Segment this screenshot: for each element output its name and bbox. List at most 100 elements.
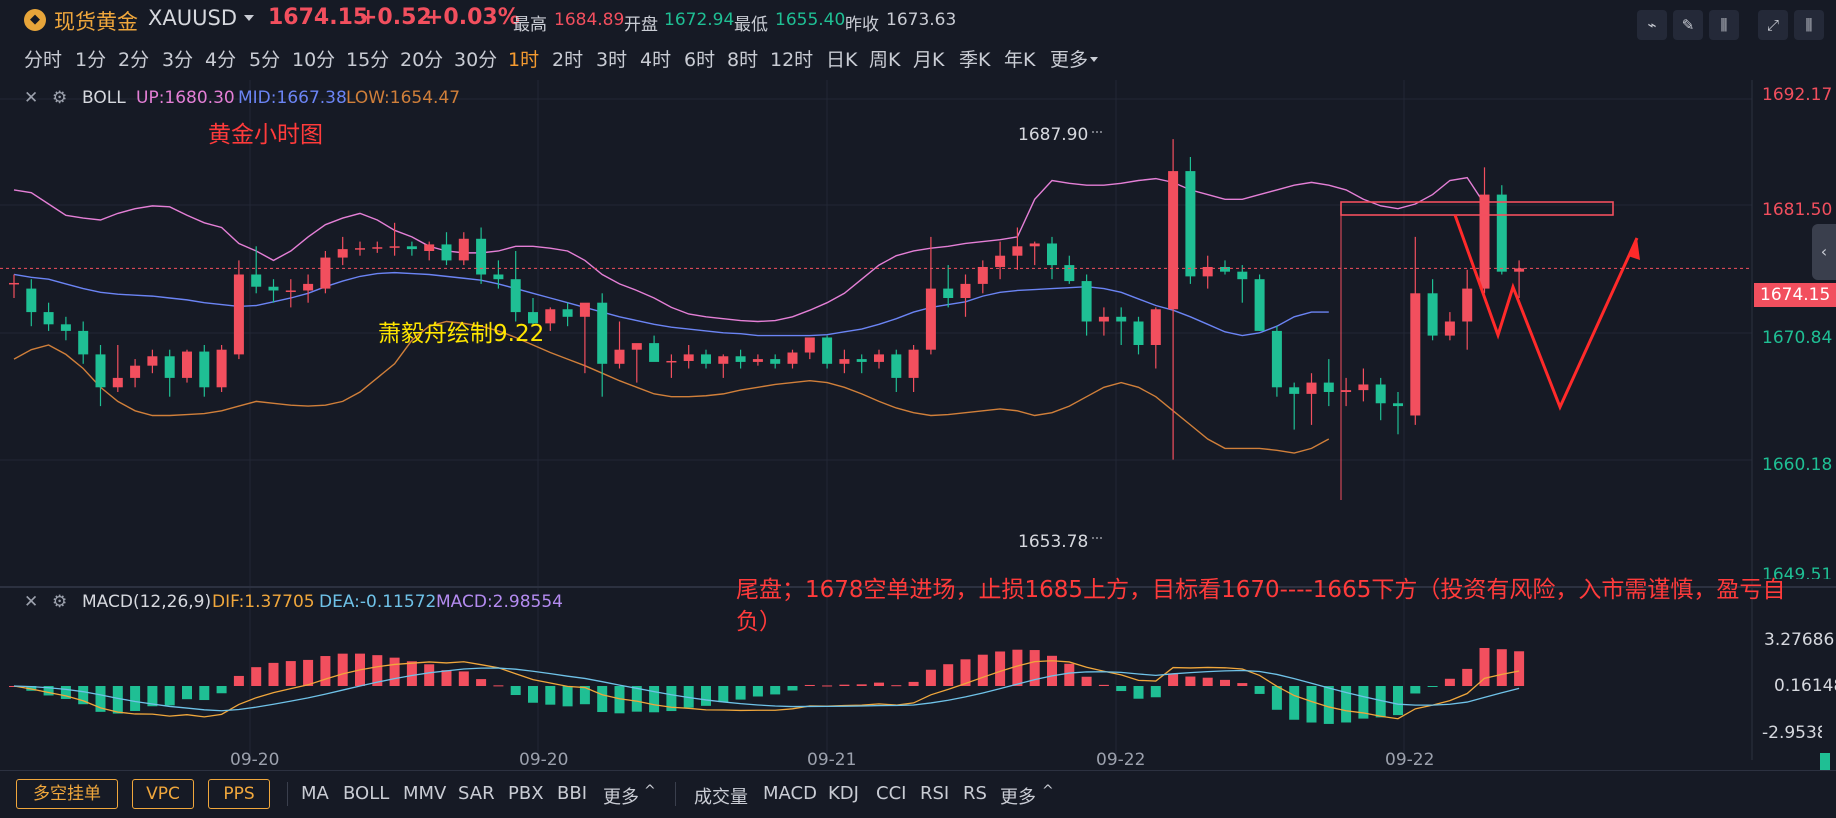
symbol-name[interactable]: 现货黄金 — [54, 10, 138, 34]
candle-body — [1081, 281, 1092, 322]
candle-body — [1098, 316, 1109, 322]
tab-timeframe-more[interactable]: 更多 — [1050, 49, 1089, 71]
indicator-tab-more[interactable]: 更多 — [603, 787, 639, 808]
macd-histogram-bar — [528, 686, 538, 703]
chart-settings-icon[interactable]: ⌁ — [1637, 10, 1667, 40]
macd-histogram-bar — [112, 686, 123, 714]
boll-name: BOLL — [82, 88, 126, 108]
macd-histogram-bar — [545, 686, 556, 705]
macd-histogram-bar — [320, 656, 331, 686]
candle-style-icon[interactable]: ⫼ — [1794, 10, 1824, 40]
gold-logo-icon: ◆ — [24, 9, 46, 31]
tab-timeframe[interactable]: 分时 — [24, 49, 63, 71]
tab-timeframe[interactable]: 30分 — [454, 49, 498, 71]
tab-timeframe[interactable]: 6时 — [684, 49, 716, 71]
tab-timeframe[interactable]: 季K — [959, 49, 991, 71]
candle-body — [43, 312, 54, 325]
tab-timeframe[interactable]: 20分 — [400, 49, 444, 71]
tab-timeframe-active[interactable]: 1时 — [508, 49, 540, 71]
macd-histogram-bar — [856, 684, 867, 686]
tab-timeframe[interactable]: 15分 — [346, 49, 390, 71]
annotation-author: 萧毅舟绘制9.22 — [378, 321, 545, 347]
tab-timeframe[interactable]: 4时 — [640, 49, 672, 71]
indicator-tab-rsi[interactable]: RSI — [920, 783, 950, 804]
chevron-up-icon[interactable]: ^ — [644, 783, 656, 799]
indicator-tab-macd[interactable]: MACD — [763, 783, 817, 804]
indicator-tab-more[interactable]: 更多 — [1000, 787, 1036, 808]
macd-histogram-bar — [1081, 676, 1092, 686]
gear-icon[interactable]: ⚙ — [52, 88, 68, 108]
gear-icon[interactable]: ⚙ — [52, 592, 68, 612]
tab-timeframe[interactable]: 5分 — [249, 49, 281, 71]
tab-timeframe[interactable]: 4分 — [205, 49, 237, 71]
candle-body — [112, 377, 123, 388]
draw-icon[interactable]: ✎ — [1673, 10, 1703, 40]
close-icon[interactable]: ✕ — [24, 88, 39, 108]
indicator-tab-boll[interactable]: BOLL — [343, 783, 390, 804]
tab-timeframe[interactable]: 3分 — [162, 49, 194, 71]
candle-type-icon[interactable]: ⫼ — [1709, 10, 1739, 40]
candle-body — [631, 343, 642, 350]
candle-body — [285, 290, 296, 292]
chevron-up-icon[interactable]: ^ — [1042, 783, 1054, 799]
boll-mid-value: MID:1667.38 — [238, 88, 347, 108]
last-price: 1674.15 — [268, 5, 369, 30]
tab-timeframe[interactable]: 2分 — [118, 49, 150, 71]
candle-body — [493, 274, 504, 280]
chart-canvas[interactable] — [0, 80, 1836, 817]
x-axis-label: 09-22 — [1096, 750, 1146, 770]
indicator-tab-sar[interactable]: SAR — [458, 783, 495, 804]
indicator-tab-pbx[interactable]: PBX — [508, 783, 544, 804]
tab-timeframe[interactable]: 3时 — [596, 49, 628, 71]
macd-histogram-bar — [787, 686, 798, 691]
tab-timeframe[interactable]: 1分 — [75, 49, 107, 71]
candle-body — [372, 247, 383, 249]
indicator-tab-ma[interactable]: MA — [301, 783, 329, 804]
candle-body — [199, 351, 210, 388]
tab-timeframe[interactable]: 8时 — [727, 49, 759, 71]
chart-grid — [0, 80, 1752, 760]
macd-histogram-bar — [424, 664, 435, 686]
candle-body — [995, 255, 1006, 267]
tab-timeframe[interactable]: 周K — [869, 49, 901, 71]
macd-histogram-bar — [718, 686, 729, 703]
macd-histogram-bar — [995, 651, 1006, 686]
chevron-down-icon[interactable] — [1090, 57, 1098, 62]
macd-histogram-bar — [597, 686, 608, 713]
indicator-tab-rs[interactable]: RS — [963, 783, 987, 804]
macd-histogram-bar — [303, 659, 314, 686]
macd-histogram-bar — [1237, 683, 1248, 686]
candle-body — [1462, 288, 1473, 322]
indicator-tab-mmv[interactable]: MMV — [403, 783, 447, 804]
candle-body — [718, 356, 729, 364]
macd-histogram-bar — [251, 667, 262, 686]
symbol-code[interactable]: XAUUSD — [148, 6, 237, 30]
chevron-down-icon[interactable] — [244, 15, 254, 21]
candle-body — [891, 354, 902, 378]
tab-timeframe[interactable]: 月K — [913, 49, 945, 71]
stat-label-low: 最低 — [734, 15, 768, 35]
candle-body — [1150, 309, 1161, 345]
collapse-panel-icon[interactable]: ‹ — [1812, 224, 1836, 280]
long-short-order-button[interactable]: 多空挂单 — [16, 779, 118, 809]
tab-timeframe[interactable]: 日K — [826, 49, 858, 71]
tab-timeframe[interactable]: 12时 — [770, 49, 814, 71]
indicator-tab-cci[interactable]: CCI — [876, 783, 907, 804]
indicator-tab-volume[interactable]: 成交量 — [694, 787, 748, 808]
indicator-tab-bbi[interactable]: BBI — [557, 783, 588, 804]
candle-body — [233, 274, 244, 355]
fullscreen-icon[interactable]: ⤢ — [1758, 10, 1788, 40]
candle-body — [1029, 243, 1040, 247]
candle-body — [337, 249, 348, 258]
tab-timeframe[interactable]: 10分 — [292, 49, 336, 71]
tab-timeframe[interactable]: 年K — [1004, 49, 1036, 71]
tab-timeframe[interactable]: 2时 — [552, 49, 584, 71]
pps-button[interactable]: PPS — [208, 779, 270, 809]
macd-histogram-bar — [60, 686, 71, 699]
vpc-button[interactable]: VPC — [132, 779, 194, 809]
close-icon[interactable]: ✕ — [24, 592, 39, 612]
indicator-tab-kdj[interactable]: KDJ — [828, 783, 859, 804]
macd-histogram-bar — [735, 686, 746, 700]
candle-body — [1479, 194, 1490, 289]
candle-body — [216, 349, 227, 388]
